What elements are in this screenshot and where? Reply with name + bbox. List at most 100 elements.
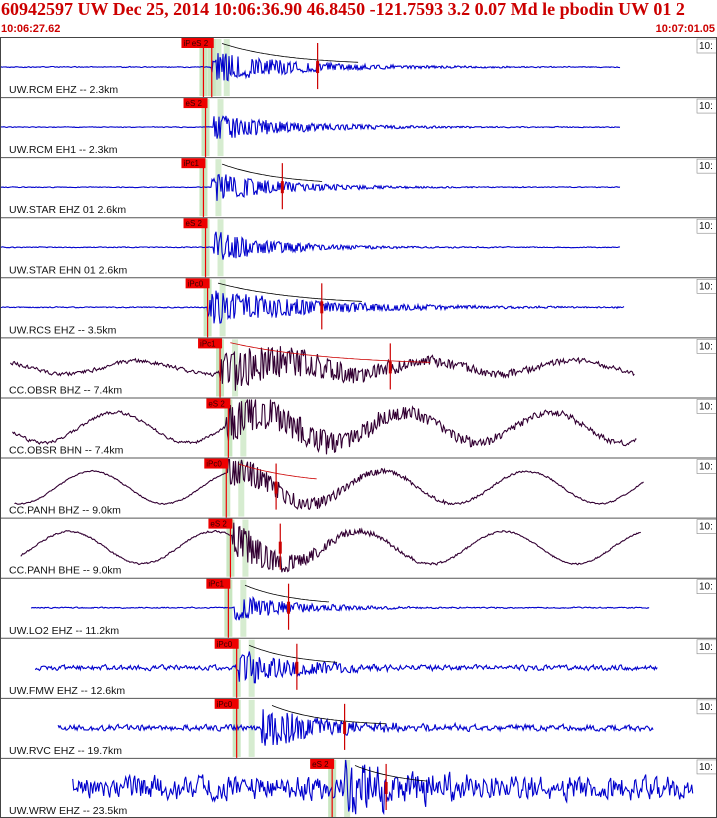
time-readout: 10: — [699, 642, 713, 653]
amplitude-marker-box — [343, 721, 347, 734]
trace-row: iPc1 UW.LO2 EHZ -- 11.2km 10: — [0, 577, 717, 638]
pick-label: eS 2 — [208, 399, 225, 408]
pick-label: eS 2 — [210, 520, 227, 529]
time-readout-box — [696, 579, 717, 594]
waveform — [0, 231, 621, 260]
amplitude-marker-box — [316, 61, 320, 74]
time-readout-box — [696, 459, 717, 474]
coda-curve — [221, 163, 323, 182]
time-readout-box — [696, 699, 717, 715]
station-label: UW.FMW EHZ -- 12.6km — [9, 685, 125, 697]
time-readout-box — [696, 158, 717, 174]
trace-row: eS 2 UW.WRW EHZ -- 23.5km 10: — [0, 757, 717, 818]
pick-label: iPc1 — [183, 159, 199, 168]
pick-label: iPc0 — [217, 700, 233, 709]
amplitude-marker-box — [278, 541, 282, 554]
waveform — [20, 522, 641, 573]
station-label: UW.LO2 EHZ -- 11.2km — [9, 625, 119, 637]
pick-label: iPc0 — [217, 640, 233, 649]
time-readout: 10: — [699, 762, 713, 773]
station-label: CC.OBSR BHZ -- 7.4km — [9, 384, 122, 396]
pick-label-box — [208, 518, 233, 529]
pick-label-box — [198, 338, 223, 349]
amplitude-marker-box — [388, 361, 392, 374]
station-label: CC.PANH BHZ -- 9.0km — [9, 505, 121, 517]
time-readout: 10: — [699, 161, 713, 172]
end-time: 10:07:01.05 — [655, 23, 715, 35]
trace-row: eS 2 UW.RCM EH1 -- 2.3km 10: — [0, 97, 717, 158]
pick-label-box — [204, 458, 229, 469]
station-label: UW.RCM EHZ -- 2.3km — [9, 84, 118, 96]
time-readout: 10: — [699, 522, 713, 533]
start-time: 10:06:27.62 — [1, 23, 61, 35]
waveform — [57, 709, 654, 746]
time-readout: 10: — [699, 281, 713, 292]
waveform — [14, 458, 644, 510]
waveform — [34, 651, 658, 684]
coda-curve — [354, 765, 428, 782]
pick-label-box — [189, 38, 214, 48]
waveform — [0, 53, 621, 82]
pick-band — [217, 219, 224, 277]
station-label: UW.RCS EHZ -- 3.5km — [9, 324, 117, 336]
station-label: UW.RVC EHZ -- 19.7km — [9, 745, 122, 757]
trace-row: iPc0 UW.RVC EHZ -- 19.7km 10: — [0, 697, 717, 758]
time-readout: 10: — [699, 101, 713, 112]
waveform — [0, 290, 625, 324]
time-readout-box — [696, 38, 717, 54]
amplitude-marker-box — [274, 481, 278, 494]
time-readout: 10: — [699, 341, 713, 352]
pick-label: iPc0 — [206, 460, 222, 469]
pick-label: iPc1 — [208, 580, 224, 589]
coda-curve — [217, 282, 363, 302]
pick-label-box — [310, 758, 335, 769]
pick-label: eS 2 — [186, 99, 203, 108]
waveform — [9, 346, 635, 391]
coda-curve — [248, 644, 338, 663]
time-readout: 10: — [699, 582, 713, 593]
pick-label: eS 2 — [312, 760, 329, 769]
waveform — [12, 399, 637, 455]
time-readout-box — [696, 639, 717, 655]
pick-label-box — [183, 218, 208, 229]
pick-label-box — [214, 698, 239, 709]
time-readout-box — [696, 98, 717, 114]
station-label: CC.PANH BHE -- 9.0km — [9, 565, 122, 577]
pick-label-box — [185, 278, 210, 289]
header: 60942597 UW Dec 25, 2014 10:06:36.90 46.… — [0, 0, 717, 37]
time-readout: 10: — [699, 702, 713, 713]
trace-row: eS 2 CC.OBSR BHN -- 7.4km 10: — [0, 397, 717, 458]
pick-label-box — [214, 638, 239, 649]
pick-label-box — [181, 158, 206, 169]
time-readout: 10: — [699, 41, 713, 52]
pick-band — [242, 519, 249, 577]
time-readout-box — [696, 279, 717, 294]
pick-label: eS 2 — [192, 39, 209, 48]
trace-row: eS 2 CC.PANH BHE -- 9.0km 10: — [0, 517, 717, 578]
pick-label: eS 2 — [186, 219, 203, 228]
coda-curve — [238, 463, 317, 480]
amplitude-marker-box — [384, 781, 388, 794]
pick-band — [215, 159, 222, 217]
amplitude-marker-box — [320, 301, 324, 314]
pick-label-box — [206, 398, 231, 409]
trace-row: iPc0 UW.RCS EHZ -- 3.5km 10: — [0, 277, 717, 338]
waveform — [30, 595, 650, 621]
pick-label: iPc1 — [200, 339, 216, 348]
station-label: UW.STAR EHZ 01 2.6km — [9, 204, 126, 216]
amplitude-marker-box — [280, 181, 284, 194]
station-label: UW.WRW EHZ -- 23.5km — [9, 805, 127, 817]
trace-row: iPc0 UW.FMW EHZ -- 12.6km 10: — [0, 637, 717, 698]
waveform — [0, 115, 621, 139]
pick-label-box — [206, 578, 231, 589]
time-readout-box — [696, 218, 717, 234]
pick-label-box — [183, 98, 208, 109]
trace-row: iPc0 CC.PANH BHZ -- 9.0km 10: — [0, 457, 717, 518]
pick-band — [248, 639, 255, 697]
coda-curve — [244, 584, 330, 603]
time-readout-box — [696, 339, 717, 354]
pick-label: iPc0 — [188, 279, 204, 288]
waveform — [0, 173, 621, 201]
event-title: 60942597 UW Dec 25, 2014 10:06:36.90 46.… — [1, 0, 685, 19]
